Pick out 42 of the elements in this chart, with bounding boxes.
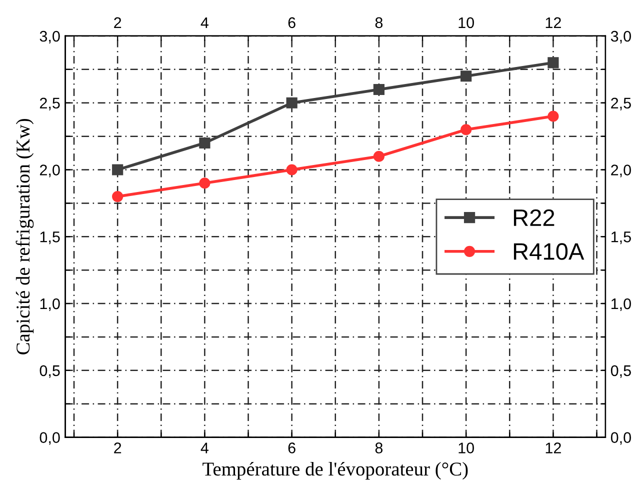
x-tick-label: 8: [375, 442, 383, 454]
point: [112, 164, 124, 176]
x-tick-label: 12: [546, 442, 561, 454]
x2-tick-label: 6: [288, 17, 296, 28]
point: [199, 137, 210, 149]
point: [548, 110, 559, 122]
point: [286, 164, 298, 176]
x-tick-label: 2: [114, 442, 122, 454]
point: [112, 190, 124, 202]
legend-label: R22: [514, 209, 554, 226]
y-tick-label: 2,0: [40, 164, 60, 178]
x-axis-title: Température de l'évoporateur (°C): [202, 462, 468, 480]
x2-tick-label: 10: [458, 17, 474, 28]
legend-label: R410A: [514, 243, 584, 260]
y-axis-title: Capicité de refriguration (Kw): [16, 118, 34, 354]
y2-tick-label: 3,0: [610, 30, 631, 44]
y-tick-label: 2,5: [40, 98, 60, 110]
x2-tick-label: 2: [114, 17, 122, 28]
x-tick-label: 10: [458, 442, 474, 454]
y-tick-label: 0,0: [40, 432, 60, 445]
point: [286, 97, 298, 108]
x-tick-label: 6: [288, 442, 296, 454]
point: [460, 124, 472, 136]
x2-tick-label: 8: [375, 17, 383, 28]
y2-tick-label: 0,0: [610, 432, 631, 445]
point: [199, 178, 210, 189]
y2-tick-label: 2,5: [611, 98, 631, 110]
y-tick-label: 1,5: [40, 232, 60, 244]
y-tick-label: 3,0: [40, 30, 60, 44]
point: [373, 150, 385, 162]
point: [548, 57, 559, 68]
x-tick-label: 4: [200, 442, 208, 454]
y-tick-label: 1,0: [40, 298, 60, 312]
y2-tick-label: 1,0: [611, 298, 631, 312]
point: [373, 84, 385, 96]
x2-tick-label: 4: [200, 17, 208, 28]
y2-tick-label: 2,0: [611, 164, 631, 178]
point: [460, 70, 472, 82]
y-tick-label: 0,5: [40, 365, 60, 378]
x2-tick-label: 12: [546, 17, 561, 28]
y2-tick-label: 0,5: [610, 365, 631, 378]
y2-tick-label: 1,5: [611, 232, 631, 244]
